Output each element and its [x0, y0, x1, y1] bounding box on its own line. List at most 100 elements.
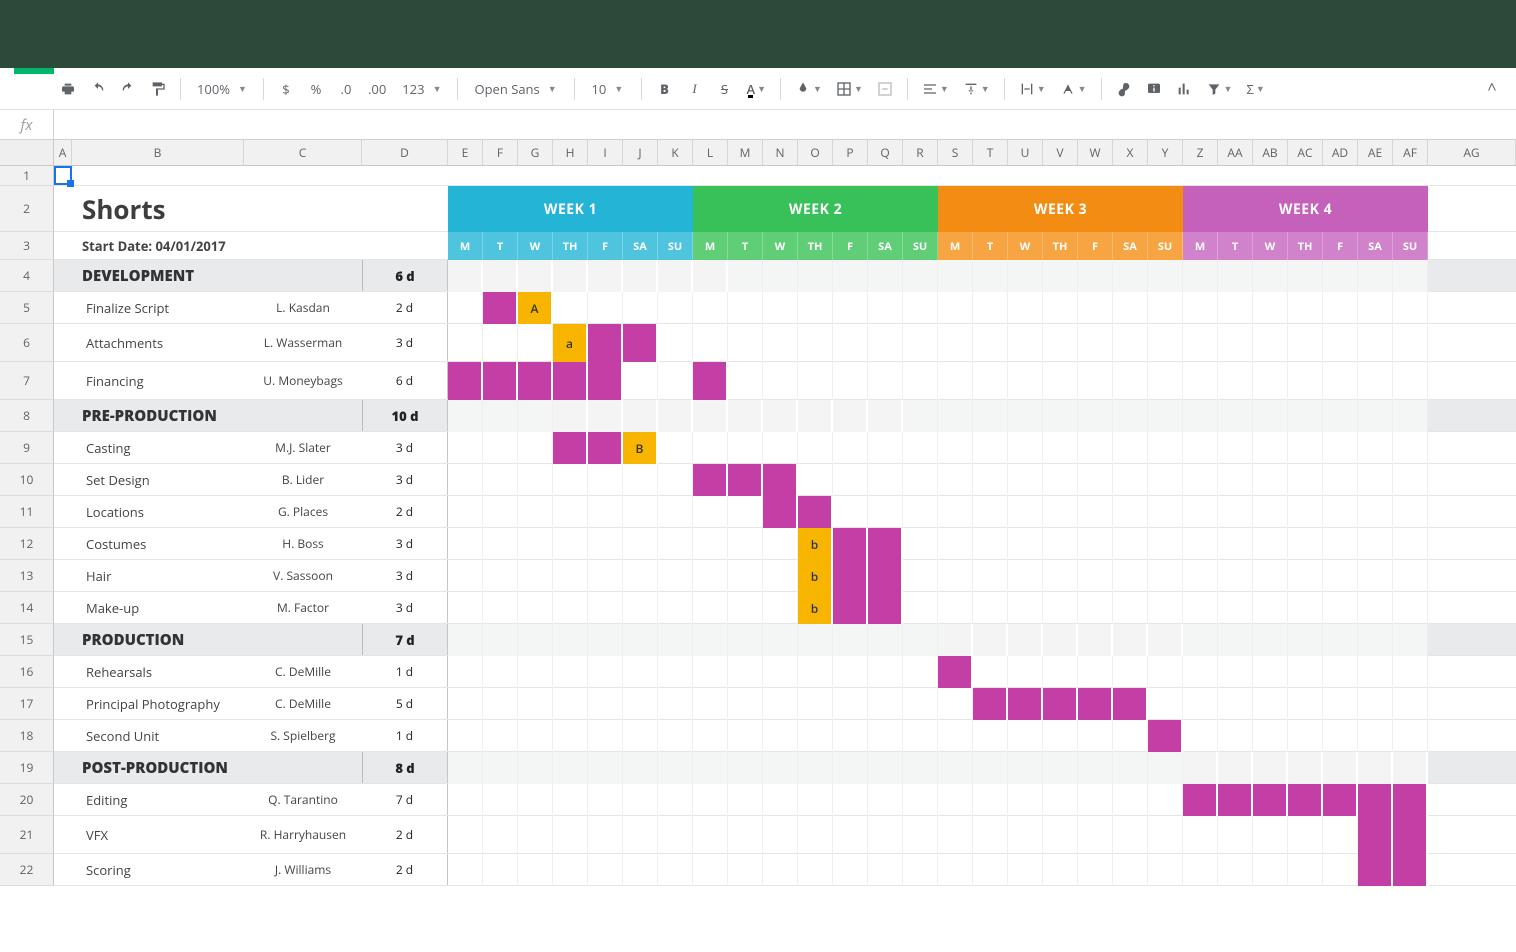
task-owner[interactable]: Q. Tarantino	[244, 784, 362, 815]
section-name[interactable]: POST-PRODUCTION	[72, 752, 362, 783]
column-header[interactable]: Q	[868, 140, 903, 165]
number-format-dropdown[interactable]: 123▼	[394, 75, 449, 103]
row-header[interactable]: 17	[0, 688, 54, 720]
text-color-button[interactable]: A▼	[740, 75, 772, 103]
task-duration[interactable]: 2 d	[362, 854, 448, 885]
zoom-dropdown[interactable]: 100%▼	[189, 75, 255, 103]
week-header[interactable]: WEEK 3	[938, 186, 1183, 232]
column-header[interactable]: Z	[1183, 140, 1218, 165]
task-name[interactable]: Rehearsals	[72, 656, 244, 687]
section-duration[interactable]: 8 d	[362, 752, 448, 783]
row-header[interactable]: 4	[0, 260, 54, 292]
insert-link-icon[interactable]	[1110, 75, 1138, 103]
task-name[interactable]: Editing	[72, 784, 244, 815]
column-header[interactable]: O	[798, 140, 833, 165]
filter-icon[interactable]: ▼	[1200, 75, 1239, 103]
column-header[interactable]: R	[903, 140, 938, 165]
task-duration[interactable]: 3 d	[362, 464, 448, 495]
task-owner[interactable]: U. Moneybags	[244, 362, 362, 399]
task-owner[interactable]: L. Wasserman	[244, 324, 362, 361]
column-header[interactable]: K	[658, 140, 693, 165]
column-header[interactable]: N	[763, 140, 798, 165]
task-duration[interactable]: 2 d	[362, 496, 448, 527]
column-header[interactable]: A	[54, 140, 72, 165]
row-header[interactable]: 2	[0, 186, 54, 232]
task-duration[interactable]: 2 d	[362, 816, 448, 853]
task-name[interactable]: Attachments	[72, 324, 244, 361]
column-header[interactable]: AA	[1218, 140, 1253, 165]
print-icon[interactable]	[54, 75, 82, 103]
task-name[interactable]: Finalize Script	[72, 292, 244, 323]
column-header[interactable]: L	[693, 140, 728, 165]
task-name[interactable]: Second Unit	[72, 720, 244, 751]
section-name[interactable]: DEVELOPMENT	[72, 260, 362, 291]
column-header[interactable]: X	[1113, 140, 1148, 165]
task-duration[interactable]: 3 d	[362, 560, 448, 591]
row-header[interactable]: 1	[0, 166, 54, 186]
section-name[interactable]: PRODUCTION	[72, 624, 362, 655]
project-title[interactable]: Shorts	[72, 186, 448, 231]
row-header[interactable]: 15	[0, 624, 54, 656]
borders-button[interactable]: ▼	[830, 75, 869, 103]
task-owner[interactable]: C. DeMille	[244, 688, 362, 719]
task-name[interactable]: Costumes	[72, 528, 244, 559]
task-owner[interactable]: V. Sassoon	[244, 560, 362, 591]
section-duration[interactable]: 10 d	[362, 400, 448, 431]
active-cell[interactable]	[54, 166, 72, 185]
insert-comment-icon[interactable]	[1140, 75, 1168, 103]
row-header[interactable]: 5	[0, 292, 54, 324]
collapse-toolbar-icon[interactable]: ^	[1478, 75, 1506, 103]
task-duration[interactable]: 2 d	[362, 292, 448, 323]
column-header[interactable]: I	[588, 140, 623, 165]
week-header[interactable]: WEEK 2	[693, 186, 938, 232]
column-header[interactable]: U	[1008, 140, 1043, 165]
column-header[interactable]: J	[623, 140, 658, 165]
decrease-decimal-button[interactable]: .0	[332, 75, 360, 103]
row-header[interactable]: 21	[0, 816, 54, 854]
task-name[interactable]: VFX	[72, 816, 244, 853]
increase-decimal-button[interactable]: .00	[362, 75, 392, 103]
task-duration[interactable]: 3 d	[362, 432, 448, 463]
column-header[interactable]: M	[728, 140, 763, 165]
week-header[interactable]: WEEK 4	[1183, 186, 1428, 232]
strikethrough-button[interactable]: S	[710, 75, 738, 103]
row-header[interactable]: 14	[0, 592, 54, 624]
task-duration[interactable]: 3 d	[362, 528, 448, 559]
task-owner[interactable]: B. Lider	[244, 464, 362, 495]
functions-icon[interactable]: Σ▼	[1240, 75, 1270, 103]
column-header[interactable]: W	[1078, 140, 1113, 165]
row-header[interactable]: 18	[0, 720, 54, 752]
row-header[interactable]: 8	[0, 400, 54, 432]
task-duration[interactable]: 7 d	[362, 784, 448, 815]
task-owner[interactable]: L. Kasdan	[244, 292, 362, 323]
column-header[interactable]: E	[448, 140, 483, 165]
insert-chart-icon[interactable]	[1170, 75, 1198, 103]
row-header[interactable]: 20	[0, 784, 54, 816]
task-owner[interactable]: R. Harryhausen	[244, 816, 362, 853]
font-size-dropdown[interactable]: 10▼	[583, 75, 633, 103]
column-header[interactable]: T	[973, 140, 1008, 165]
formula-input[interactable]	[54, 110, 1516, 139]
column-header[interactable]: S	[938, 140, 973, 165]
column-header[interactable]: D	[362, 140, 448, 165]
row-header[interactable]: 12	[0, 528, 54, 560]
column-header[interactable]: G	[518, 140, 553, 165]
task-owner[interactable]: H. Boss	[244, 528, 362, 559]
task-duration[interactable]: 3 d	[362, 324, 448, 361]
redo-icon[interactable]	[114, 75, 142, 103]
column-header[interactable]: Y	[1148, 140, 1183, 165]
column-header[interactable]: V	[1043, 140, 1078, 165]
horizontal-align-button[interactable]: ▼	[916, 75, 955, 103]
task-owner[interactable]: C. DeMille	[244, 656, 362, 687]
merge-cells-button[interactable]	[871, 75, 899, 103]
row-header[interactable]: 7	[0, 362, 54, 400]
task-duration[interactable]: 5 d	[362, 688, 448, 719]
section-duration[interactable]: 6 d	[362, 260, 448, 291]
task-name[interactable]: Casting	[72, 432, 244, 463]
column-header[interactable]: C	[244, 140, 362, 165]
section-name[interactable]: PRE-PRODUCTION	[72, 400, 362, 431]
row-header[interactable]: 16	[0, 656, 54, 688]
task-name[interactable]: Hair	[72, 560, 244, 591]
task-owner[interactable]: M. Factor	[244, 592, 362, 623]
select-all-corner[interactable]	[0, 140, 54, 165]
